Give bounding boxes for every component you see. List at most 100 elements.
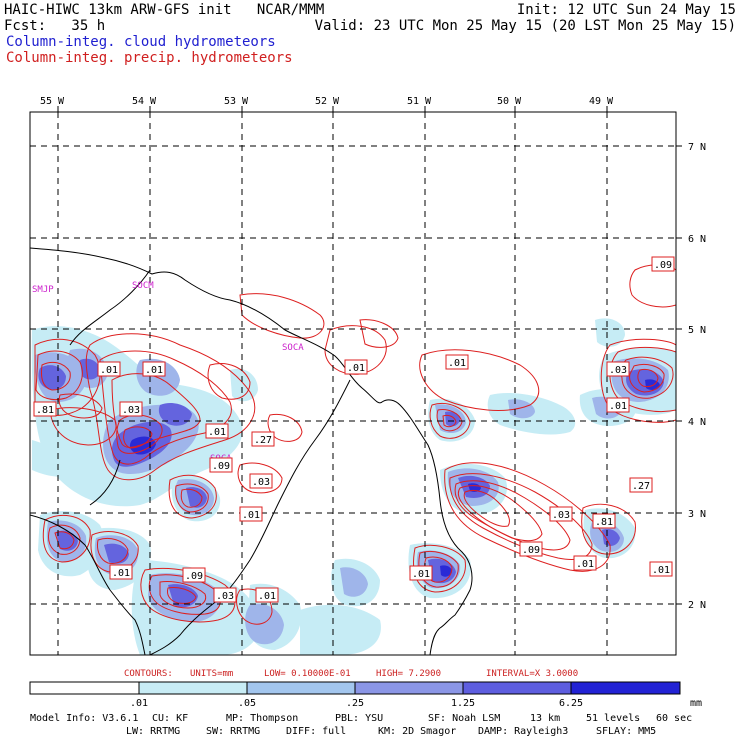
precip-contours xyxy=(34,264,676,625)
contour-label-box xyxy=(213,587,237,603)
contour-label-box xyxy=(182,567,206,583)
contour-label: .01 xyxy=(112,568,130,579)
contour-label: .09 xyxy=(212,461,230,472)
contour-label: .01 xyxy=(609,401,627,412)
contour-label: .01 xyxy=(258,591,276,602)
colorbar-bin-2 xyxy=(246,681,356,695)
station-label-socm: SOCM xyxy=(132,281,154,291)
init-time: Init: 12 UTC Sun 24 May 15 xyxy=(516,2,736,18)
lon-label-50w: 50 W xyxy=(497,96,522,107)
contour-label: .03 xyxy=(216,591,234,602)
contour-info-low: LOW= 0.10000E-01 xyxy=(264,669,351,679)
colorbar-tick-005: .05 xyxy=(238,698,256,709)
contour-label: .01 xyxy=(145,365,163,376)
colorbar-bin-3 xyxy=(354,681,464,695)
contour-label-box xyxy=(549,506,573,522)
grid-lines xyxy=(30,112,676,655)
contour-info-label: CONTOURS: xyxy=(124,669,173,679)
contour-label: .27 xyxy=(632,481,650,492)
colorbar-tick-001: .01 xyxy=(130,698,148,709)
footer-damp: DAMP: Rayleigh3 xyxy=(478,726,568,737)
contour-label: .27 xyxy=(254,435,272,446)
contour-info-high: HIGH= 7.2900 xyxy=(376,669,441,679)
contour-info-interval: INTERVAL=X 3.0000 xyxy=(486,669,578,679)
lat-label-6n: 6 N xyxy=(688,234,706,245)
lon-label-55w: 55 W xyxy=(40,96,65,107)
contour-label: .03 xyxy=(609,365,627,376)
contour-label-box xyxy=(251,431,275,447)
contour-label: .09 xyxy=(185,571,203,582)
contour-label-box xyxy=(109,564,133,580)
footer-lw: LW: RRTMG xyxy=(126,726,180,737)
footer-cu: CU: KF xyxy=(152,713,188,724)
contour-label-box xyxy=(239,506,263,522)
contour-label: .03 xyxy=(552,510,570,521)
legend-precip: Column-integ. precip. hydrometeors xyxy=(6,50,293,66)
contour-label-box xyxy=(606,397,630,413)
contour-label: .81 xyxy=(36,405,54,416)
contour-label: .03 xyxy=(122,405,140,416)
lon-label-52w: 52 W xyxy=(315,96,340,107)
contour-label-box xyxy=(629,477,653,493)
forecast-hour: Fcst: 35 h xyxy=(4,18,106,34)
footer-sflay: SFLAY: MM5 xyxy=(596,726,656,737)
contour-label-box xyxy=(519,541,543,557)
contour-label: .01 xyxy=(208,427,226,438)
lon-label-49w: 49 W xyxy=(589,96,614,107)
contour-label-box xyxy=(445,354,469,370)
contour-labels: .01 .01 .81 .03 .01 .27 .09 .03 .01 .01 .01 .01 .09.… xyxy=(33,256,675,603)
contour-label: .01 xyxy=(652,565,670,576)
contour-label-box xyxy=(209,457,233,473)
contour-label: .01 xyxy=(347,363,365,374)
station-label-soca: SOCA xyxy=(282,343,304,353)
contour-label-box xyxy=(649,561,673,577)
contour-label: .01 xyxy=(448,358,466,369)
contour-label: .01 xyxy=(100,365,118,376)
colorbar xyxy=(29,681,681,695)
contour-label-box xyxy=(142,361,166,377)
contour-label-box xyxy=(409,565,433,581)
contour-label-box xyxy=(651,256,675,272)
colorbar-tick-625: 6.25 xyxy=(559,698,583,709)
footer-dt: 60 sec xyxy=(656,713,692,724)
colorbar-bin-5 xyxy=(570,681,681,695)
footer-res: 13 km xyxy=(530,713,560,724)
header-title: HAIC-HIWC 13km ARW-GFS init NCAR/MMM xyxy=(4,2,325,18)
footer-km: KM: 2D Smagor xyxy=(378,726,456,737)
lat-label-2n: 2 N xyxy=(688,600,706,611)
valid-time: Valid: 23 UTC Mon 25 May 15 (20 LST Mon … xyxy=(314,18,736,34)
colorbar-tick-025: .25 xyxy=(346,698,364,709)
contour-label-box xyxy=(33,401,57,417)
contour-label: .03 xyxy=(252,477,270,488)
contour-label: .81 xyxy=(595,517,613,528)
contour-label-box xyxy=(205,423,229,439)
footer-levels: 51 levels xyxy=(586,713,640,724)
contour-label: .09 xyxy=(654,260,672,271)
station-label-smjp: SMJP xyxy=(32,285,54,295)
footer-sw: SW: RRTMG xyxy=(206,726,260,737)
footer-sf: SF: Noah LSM xyxy=(428,713,500,724)
plot-border xyxy=(29,111,677,656)
lon-label-51w: 51 W xyxy=(407,96,432,107)
contour-label-box xyxy=(606,361,630,377)
colorbar-bin-4 xyxy=(462,681,572,695)
lat-label-5n: 5 N xyxy=(688,325,706,336)
lat-label-7n: 7 N xyxy=(688,142,706,153)
contour-info-units: UNITS=mm xyxy=(190,669,233,679)
legend-cloud: Column-integ. cloud hydrometeors xyxy=(6,34,276,50)
colorbar-unit: mm xyxy=(690,698,702,709)
contour-label: .01 xyxy=(242,510,260,521)
lon-label-53w: 53 W xyxy=(224,96,249,107)
footer-model-info: Model Info: V3.6.1 xyxy=(30,713,138,724)
contour-label-box xyxy=(255,587,279,603)
contour-label-box xyxy=(592,513,616,529)
contour-label-box xyxy=(249,473,273,489)
colorbar-bin-1 xyxy=(138,681,248,695)
footer-pbl: PBL: YSU xyxy=(335,713,383,724)
contour-label-box xyxy=(344,359,368,375)
colorbar-bin-0 xyxy=(29,681,140,695)
coastlines xyxy=(30,247,473,655)
footer-diff: DIFF: full xyxy=(286,726,346,737)
contour-label: .01 xyxy=(576,559,594,570)
colorbar-tick-125: 1.25 xyxy=(451,698,475,709)
